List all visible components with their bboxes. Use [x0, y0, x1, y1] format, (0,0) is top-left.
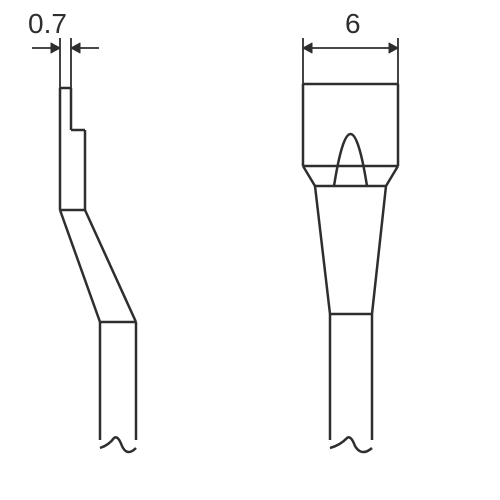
- technical-drawing: 0.7 6: [0, 0, 500, 500]
- drawing-svg: [0, 0, 500, 500]
